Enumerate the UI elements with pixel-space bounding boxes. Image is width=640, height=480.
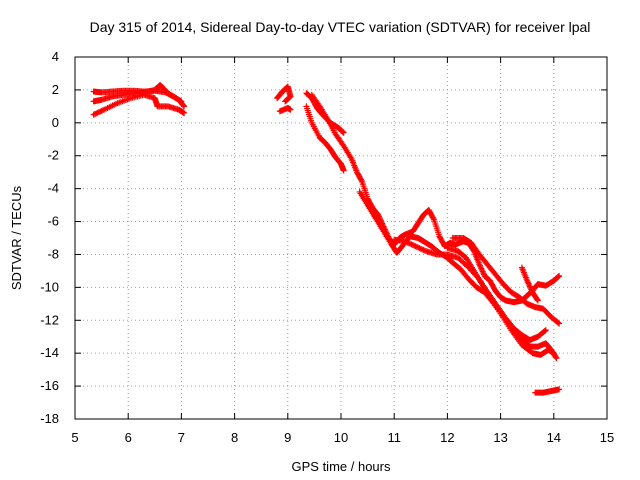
data-point-marker <box>340 167 347 174</box>
data-point-marker <box>541 327 548 334</box>
data-point-marker <box>420 246 427 253</box>
y-tick-label: -2 <box>47 148 59 163</box>
data-point-marker <box>93 110 100 117</box>
data-point-marker <box>534 297 541 304</box>
data-point-marker <box>534 296 541 303</box>
series-gap-segment-a <box>274 83 294 105</box>
series-early-mid <box>90 81 188 110</box>
y-tick-label: -8 <box>47 246 59 261</box>
x-tick-label: 7 <box>178 430 185 445</box>
data-point-marker <box>419 246 426 253</box>
x-tick-label: 6 <box>125 430 132 445</box>
data-point-marker <box>283 97 290 104</box>
data-point-marker <box>358 177 365 184</box>
data-point-marker <box>556 386 563 393</box>
x-tick-label: 9 <box>284 430 291 445</box>
y-tick-label: -16 <box>40 378 59 393</box>
data-point-marker <box>415 244 422 251</box>
series-early-lower <box>90 91 188 118</box>
data-point-marker <box>97 108 104 115</box>
data-point-marker <box>340 129 347 136</box>
data-point-marker <box>403 238 410 245</box>
y-tick-label: -18 <box>40 411 59 426</box>
data-point-marker <box>339 128 346 135</box>
x-tick-label: 15 <box>600 430 614 445</box>
data-point-marker <box>412 243 419 250</box>
series-main-b <box>303 103 347 174</box>
data-point-marker <box>555 273 562 280</box>
data-point-marker <box>180 102 187 109</box>
x-tick-label: 13 <box>493 430 507 445</box>
data-point-marker <box>555 319 562 326</box>
data-point-marker <box>282 97 289 104</box>
y-tick-label: -6 <box>47 214 59 229</box>
series-late <box>532 386 563 396</box>
data-point-marker <box>98 107 105 114</box>
y-tick-label: 0 <box>52 115 59 130</box>
y-tick-label: -12 <box>40 312 59 327</box>
data-point-marker <box>554 274 561 281</box>
data-point-marker <box>556 272 563 279</box>
data-point-marker <box>552 354 559 361</box>
data-point-marker <box>409 241 416 248</box>
data-point-marker <box>94 109 101 116</box>
x-tick-label: 12 <box>440 430 454 445</box>
series-main-d <box>356 188 560 362</box>
x-tick-label: 8 <box>231 430 238 445</box>
data-point-marker <box>550 350 557 357</box>
chart-title: Day 315 of 2014, Sidereal Day-to-day VTE… <box>90 19 591 35</box>
y-tick-labels: -18 -16 -14 -12 -10 -8 -6 -4 -2 0 2 4 <box>40 49 59 426</box>
y-tick-label: 2 <box>52 82 59 97</box>
data-point-marker <box>407 240 414 247</box>
data-point-marker <box>556 320 563 327</box>
data-point-marker <box>401 238 408 245</box>
y-tick-label: -10 <box>40 279 59 294</box>
data-point-marker <box>90 111 97 118</box>
data-point-marker <box>181 103 188 110</box>
y-tick-label: -14 <box>40 345 59 360</box>
y-axis-label: SDTVAR / TECUs <box>9 185 24 290</box>
x-tick-label: 10 <box>334 430 348 445</box>
x-tick-label: 14 <box>547 430 561 445</box>
y-tick-label: 4 <box>52 49 59 64</box>
data-point-marker <box>181 109 188 116</box>
data-point-marker <box>411 242 418 249</box>
x-tick-label: 5 <box>71 430 78 445</box>
y-tick-label: -4 <box>47 181 59 196</box>
plot-frame <box>74 56 608 420</box>
data-points <box>90 81 563 396</box>
series-main-g <box>444 244 549 344</box>
data-point-marker <box>416 245 423 252</box>
x-tick-label: 11 <box>387 430 401 445</box>
data-point-marker <box>542 327 549 334</box>
grid-lines <box>75 57 607 419</box>
data-point-marker <box>413 243 420 250</box>
data-point-marker <box>404 239 411 246</box>
data-point-marker <box>95 109 102 116</box>
data-point-marker <box>430 215 437 222</box>
data-point-marker <box>282 98 289 105</box>
data-point-marker <box>287 106 294 113</box>
data-point-marker <box>417 245 424 252</box>
series-main-c <box>308 91 563 306</box>
x-tick-labels: 5 6 7 8 9 10 11 12 13 14 15 <box>71 430 614 445</box>
series-gap-segment-b <box>276 105 294 115</box>
data-point-marker <box>91 110 98 117</box>
series-spur <box>518 264 541 304</box>
data-point-marker <box>553 355 560 362</box>
data-point-marker <box>421 247 428 254</box>
x-axis-label: GPS time / hours <box>292 459 391 474</box>
data-point-marker <box>405 240 412 247</box>
series-main-f <box>449 235 563 327</box>
data-point-marker <box>408 241 415 248</box>
data-point-marker <box>339 129 346 136</box>
